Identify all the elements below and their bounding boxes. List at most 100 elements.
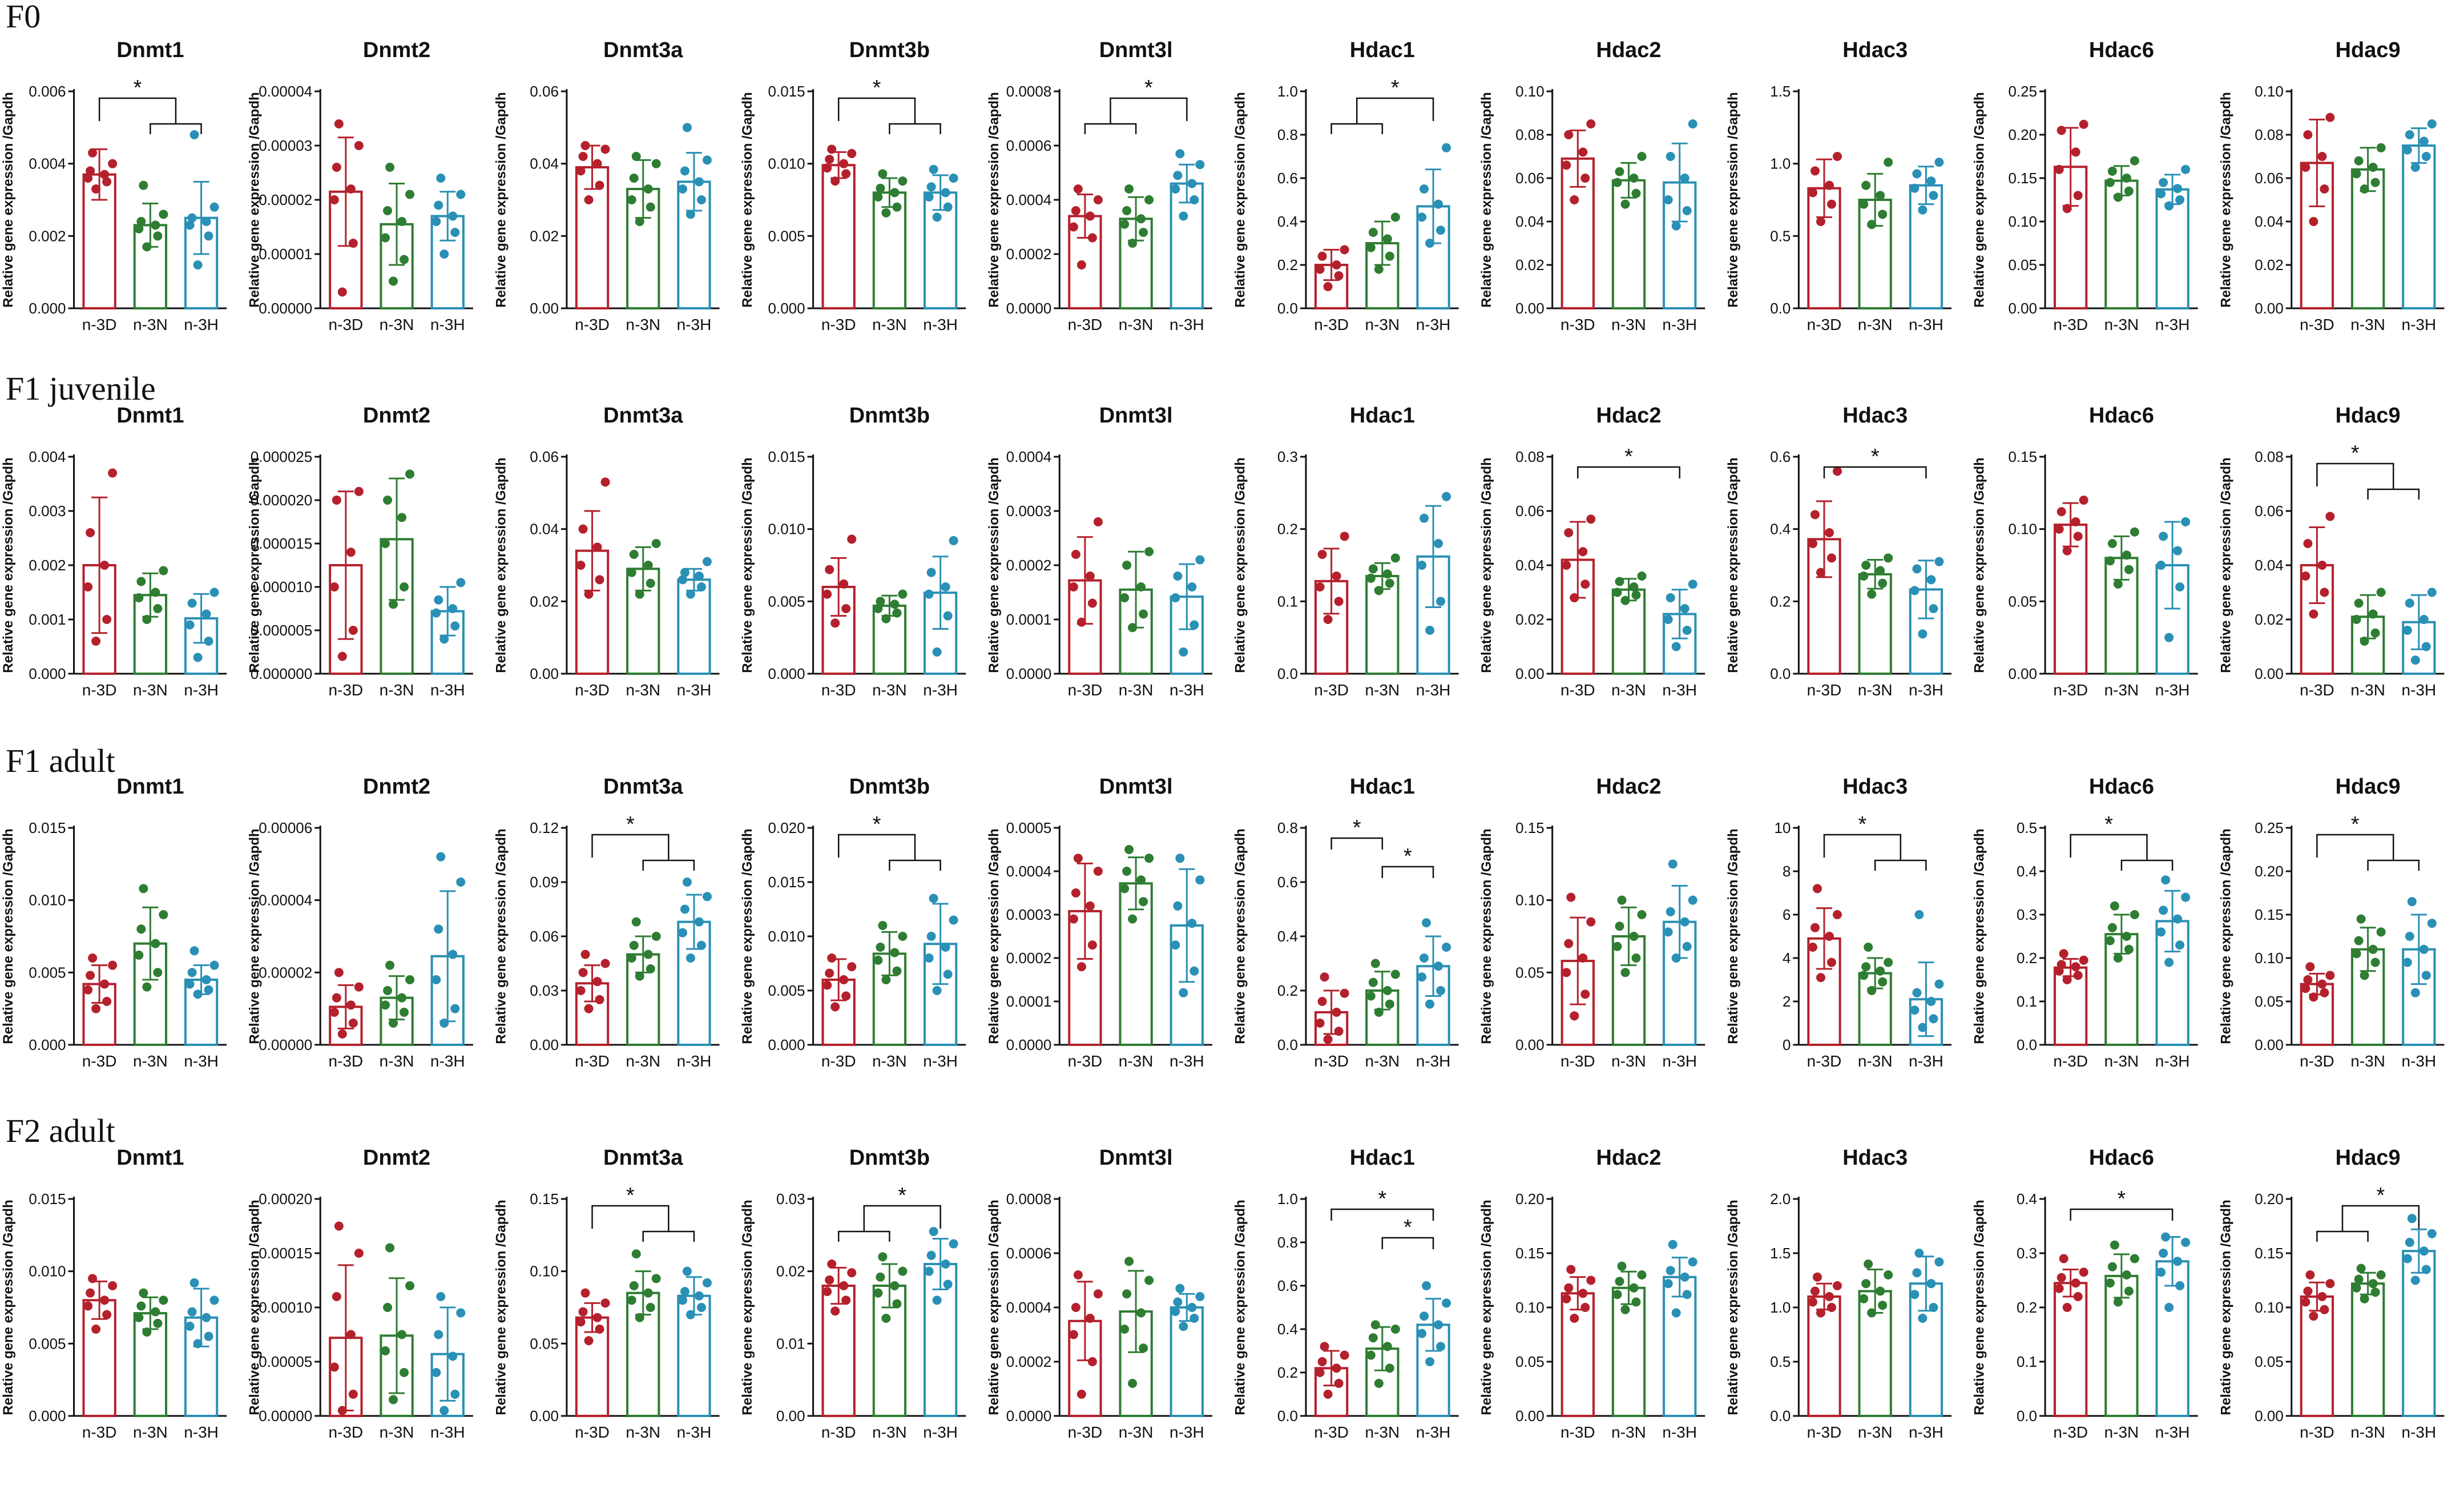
data-point: [1859, 572, 1869, 581]
y-tick-label: 0.00: [1515, 1407, 1544, 1424]
data-point: [332, 993, 341, 1003]
data-point: [1631, 1297, 1641, 1307]
data-point: [2317, 979, 2327, 989]
row-label: F2 adult: [6, 1112, 115, 1149]
significance-bracket: [591, 834, 670, 860]
y-tick-label: 0.006: [29, 83, 66, 100]
data-point: [2073, 532, 2083, 541]
data-point: [385, 163, 395, 172]
data-point: [2122, 174, 2131, 183]
panel-title: Hdac3: [1842, 38, 1908, 62]
data-point: [827, 144, 837, 154]
panel-title: Hdac1: [1350, 1146, 1415, 1170]
data-point: [1688, 1257, 1697, 1267]
data-point: [1566, 1265, 1576, 1274]
data-point: [389, 1019, 398, 1028]
data-point: [1076, 1390, 1086, 1399]
data-point: [1071, 1303, 1080, 1312]
panel-title: Hdac9: [2336, 38, 2401, 62]
data-point: [592, 1313, 602, 1322]
y-tick-label: 0.0001: [1006, 993, 1052, 1010]
x-tick-label: n-3N: [2350, 1052, 2385, 1070]
y-tick-label: 0.04: [2255, 213, 2284, 230]
data-point: [1808, 539, 1818, 548]
data-point: [108, 468, 118, 478]
y-tick-label: 0.005: [29, 1335, 66, 1352]
data-point: [1323, 1390, 1333, 1399]
data-point: [926, 1250, 936, 1260]
data-point: [1825, 1292, 1834, 1301]
y-tick-label: 0.10: [2009, 521, 2038, 538]
significance-bracket: [837, 1230, 890, 1242]
data-point: [1680, 917, 1689, 927]
data-point: [1816, 217, 1826, 226]
data-point: [696, 195, 706, 204]
data-point: [932, 647, 942, 657]
x-tick-label: n-3N: [133, 316, 168, 333]
panel-title: Hdac6: [2089, 38, 2154, 62]
y-tick-label: 0.0002: [1006, 949, 1052, 967]
y-tick-label: 0.10: [1515, 83, 1544, 100]
data-point: [1173, 171, 1183, 180]
data-point: [629, 940, 639, 950]
data-point: [1419, 1311, 1429, 1321]
y-tick-label: 0.04: [1515, 213, 1544, 230]
data-point: [1631, 188, 1641, 198]
y-axis-label: Relative gene expression /Gapdh: [2218, 92, 2233, 307]
data-point: [2360, 1294, 2369, 1303]
data-point: [1564, 130, 1574, 139]
data-point: [2303, 539, 2313, 548]
panel-hdac9: Hdac9 Relative gene expression /Gapdh 0.00…: [2218, 404, 2445, 699]
data-point: [431, 975, 441, 984]
bar: [1663, 1275, 1697, 1418]
data-point: [397, 993, 407, 1003]
y-tick-label: 0.20: [2255, 863, 2284, 880]
x-tick-label: n-3D: [2053, 1052, 2088, 1070]
data-point: [1910, 183, 1919, 193]
y-tick-label: 0.2: [2017, 1299, 2037, 1316]
data-point: [329, 195, 339, 204]
y-tick-label: 0.00004: [259, 83, 312, 100]
data-point: [139, 180, 148, 190]
data-point: [1187, 1303, 1197, 1312]
data-point: [2062, 204, 2072, 214]
panel-title: Dnmt3a: [603, 775, 683, 799]
y-tick-label: 0.25: [2255, 819, 2284, 836]
data-point: [1442, 1298, 1451, 1308]
data-point: [892, 202, 902, 212]
data-point: [1586, 1275, 1596, 1285]
data-point: [635, 217, 644, 226]
significance-bracket: [642, 1230, 695, 1242]
data-point: [1926, 176, 1936, 186]
data-point: [185, 220, 195, 230]
data-point: [2056, 960, 2066, 969]
panel-hdac2: Hdac2 Relative gene expression /Gapdh 0.00…: [1479, 775, 1705, 1070]
data-point: [88, 953, 98, 963]
y-tick-label: 0.06: [2255, 502, 2284, 520]
x-tick-label: n-3N: [872, 1423, 907, 1441]
panel-title: Dnmt1: [116, 404, 184, 428]
data-point: [136, 924, 146, 934]
x-tick-label: n-3N: [1611, 316, 1646, 333]
data-point: [2056, 1273, 2066, 1282]
y-tick-label: 0.0008: [1006, 83, 1052, 100]
y-tick-label: 0.15: [2255, 1245, 2284, 1262]
data-point: [1093, 1289, 1103, 1299]
data-point: [2352, 169, 2361, 179]
significance-bracket: [2316, 1230, 2369, 1242]
data-point: [209, 960, 219, 970]
x-tick-label: n-3N: [1119, 1423, 1154, 1441]
y-axis-label: Relative gene expression /Gapdh: [740, 828, 755, 1044]
y-tick-label: 0.1: [1277, 593, 1298, 610]
data-point: [1867, 220, 1877, 230]
y-tick-label: 0.10: [2255, 949, 2284, 967]
significance-star: *: [1624, 445, 1633, 469]
y-tick-label: 0.02: [1515, 256, 1544, 273]
data-point: [332, 496, 341, 505]
data-point: [2325, 971, 2335, 980]
data-point: [1442, 943, 1451, 952]
x-tick-label: n-3N: [380, 1052, 414, 1070]
data-point: [1637, 910, 1647, 919]
